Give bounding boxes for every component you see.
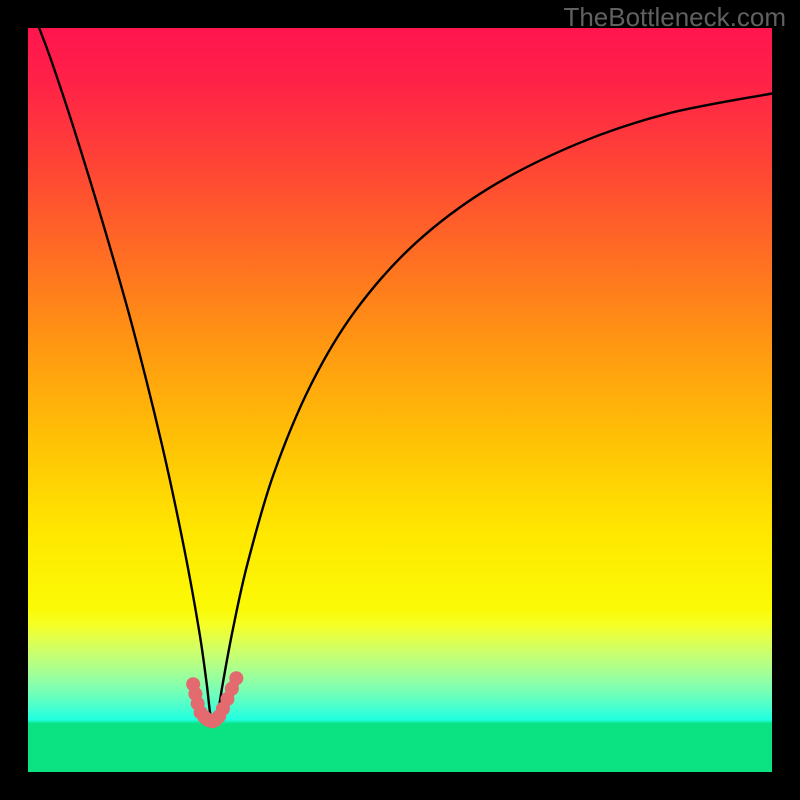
watermark-text: TheBottleneck.com	[563, 2, 786, 33]
marker-dot	[229, 671, 243, 685]
curve-overlay	[28, 28, 772, 772]
chart-container: TheBottleneck.com	[0, 0, 800, 800]
curve-left	[39, 28, 214, 724]
plot-area	[28, 28, 772, 772]
curve-right	[214, 93, 772, 723]
